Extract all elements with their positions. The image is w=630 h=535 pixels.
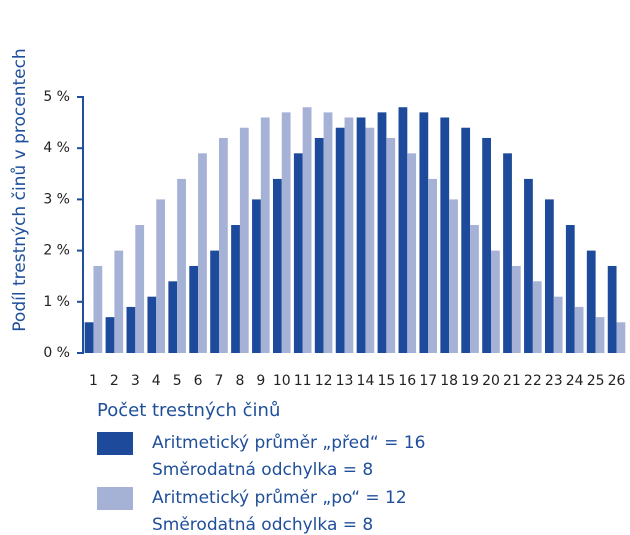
bar: [302, 107, 312, 354]
bar: [377, 112, 387, 353]
bar: [84, 322, 94, 353]
bar: [398, 107, 408, 354]
bar: [544, 199, 554, 353]
bar: [105, 317, 115, 353]
bar: [293, 153, 303, 353]
bar: [503, 153, 512, 353]
x-tick-label: 2: [110, 373, 119, 389]
x-tick-label: 22: [524, 373, 542, 389]
bar: [260, 117, 270, 353]
bar: [511, 265, 521, 353]
bar: [323, 112, 333, 353]
bar: [407, 153, 417, 353]
x-tick-label: 4: [152, 373, 161, 389]
bar: [532, 281, 542, 353]
bar: [252, 199, 261, 353]
legend-swatch: [97, 487, 133, 510]
bar: [147, 296, 157, 353]
bar: [231, 225, 240, 353]
bar: [386, 137, 396, 353]
bar: [272, 178, 282, 353]
legend-note: Směrodatná odchylka = 8: [152, 460, 373, 480]
bar: [616, 322, 626, 353]
y-tick-label: 5 %: [43, 89, 70, 105]
bar: [586, 250, 596, 353]
bar: [135, 225, 145, 353]
y-axis-label: Podíl trestných činů v procentech: [10, 48, 30, 331]
x-tick-label: 25: [587, 373, 605, 389]
bar: [281, 112, 291, 353]
x-tick-label: 13: [336, 373, 354, 389]
x-tick-label: 20: [482, 373, 500, 389]
x-tick-label: 24: [566, 373, 584, 389]
y-tick-label: 2 %: [43, 243, 70, 259]
bar: [126, 306, 136, 353]
x-tick-label: 6: [194, 373, 203, 389]
bar: [419, 112, 429, 353]
bar: [470, 225, 479, 353]
x-tick-label: 26: [608, 373, 626, 389]
y-tick-label: 1 %: [43, 294, 70, 310]
bar: [440, 117, 450, 353]
bar: [607, 265, 617, 353]
x-tick-label: 7: [215, 373, 224, 389]
y-tick-label: 4 %: [43, 140, 70, 156]
x-tick-label: 21: [503, 373, 521, 389]
bar: [365, 127, 375, 353]
x-tick-label: 17: [419, 373, 437, 389]
bar: [524, 178, 533, 353]
x-tick-label: 15: [377, 373, 395, 389]
x-tick-label: 5: [173, 373, 182, 389]
x-axis-label: Počet trestných činů: [97, 400, 280, 421]
x-tick-label: 12: [315, 373, 333, 389]
bar: [93, 265, 103, 353]
legend-label: Aritmetický průměr „před“ = 16: [152, 433, 425, 453]
x-tick-label: 11: [294, 373, 312, 389]
bar: [565, 225, 575, 353]
bar: [574, 306, 584, 353]
y-tick-label: 0 %: [43, 345, 70, 361]
x-tick-label: 14: [357, 373, 375, 389]
legend-label: Aritmetický průměr „po“ = 12: [152, 488, 407, 508]
bar: [156, 199, 166, 353]
x-tick-label: 18: [440, 373, 458, 389]
bar: [344, 117, 354, 353]
bar: [553, 296, 563, 353]
bar: [461, 127, 471, 353]
bar: [314, 137, 324, 353]
bar: [177, 178, 186, 353]
bar: [428, 178, 438, 353]
legend-note: Směrodatná odchylka = 8: [152, 515, 373, 535]
bar: [482, 137, 491, 353]
x-tick-label: 8: [235, 373, 244, 389]
bar: [356, 117, 366, 353]
bar: [189, 265, 199, 353]
bar: [335, 127, 345, 353]
bar: [449, 199, 458, 353]
bar: [210, 250, 219, 353]
bar: [239, 127, 249, 353]
bar: [491, 250, 500, 353]
x-tick-label: 16: [398, 373, 416, 389]
x-tick-label: 10: [273, 373, 291, 389]
bar: [198, 153, 207, 353]
x-tick-label: 23: [545, 373, 563, 389]
x-tick-label: 9: [256, 373, 265, 389]
x-tick-label: 19: [461, 373, 479, 389]
y-tick-label: 3 %: [43, 191, 70, 207]
bar: [219, 137, 228, 353]
bar: [114, 250, 124, 353]
x-tick-label: 1: [89, 373, 98, 389]
legend-swatch: [97, 432, 133, 455]
bar: [168, 281, 178, 353]
bar: [595, 317, 605, 353]
x-tick-label: 3: [131, 373, 140, 389]
